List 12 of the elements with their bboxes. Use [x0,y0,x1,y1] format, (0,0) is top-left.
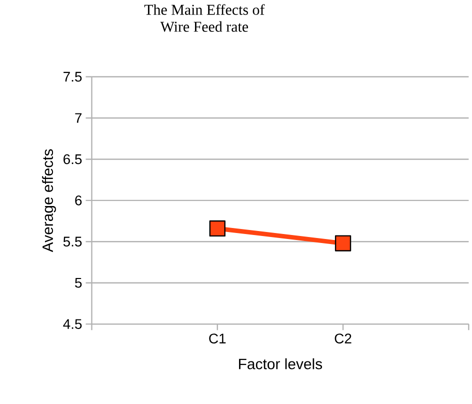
x-tick-label: C2 [334,334,352,344]
y-tick-label: 5 [75,278,82,288]
y-tick-label: 7 [75,113,82,123]
y-tick-label: 7.5 [64,72,82,82]
chart-title: The Main Effects of Wire Feed rate [144,4,265,32]
x-tick-label: C1 [209,334,226,344]
y-axis-title: Average effects [42,149,56,252]
y-tick-label: 6 [75,196,82,206]
y-tick-label: 5.5 [63,236,82,247]
x-axis-title: Factor levels [239,358,322,370]
y-tick-label: 6.5 [64,154,82,164]
y-tick-label: 4.5 [63,319,82,330]
